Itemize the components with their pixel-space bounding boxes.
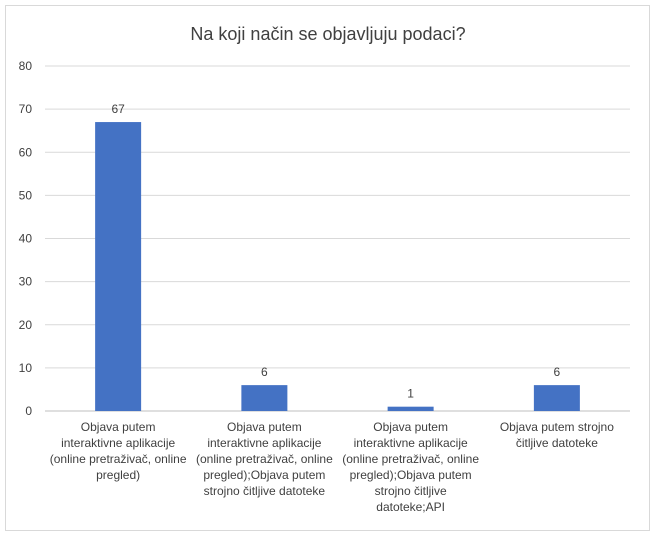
x-category-label: datoteke;API <box>376 500 445 514</box>
x-category-label: pregled);Objava putem <box>203 468 325 482</box>
x-category-label: pregled) <box>96 468 140 482</box>
bar <box>95 122 142 411</box>
x-category-label: (online pretraživač, online <box>196 452 333 466</box>
x-category-label: interaktivne aplikacije <box>61 436 175 450</box>
y-tick-label: 50 <box>19 188 33 202</box>
y-tick-label: 10 <box>19 361 33 375</box>
y-tick-label: 30 <box>19 275 33 289</box>
y-tick-label: 20 <box>19 318 33 332</box>
x-category-label: (online pretraživač, online <box>50 452 187 466</box>
data-label: 6 <box>261 365 268 379</box>
data-label: 67 <box>111 102 125 116</box>
x-category-label: strojno čitljive datoteke <box>204 484 326 498</box>
x-category-label: Objava putem <box>373 420 448 434</box>
y-tick-label: 70 <box>19 102 33 116</box>
data-label: 1 <box>407 387 414 401</box>
y-axis-ticks: 0 10 20 30 40 50 60 70 80 <box>19 59 33 418</box>
bars <box>95 122 580 411</box>
y-tick-label: 80 <box>19 59 33 73</box>
x-category-label: (online pretraživač, online <box>342 452 479 466</box>
x-category-label: Objava putem strojno <box>500 420 614 434</box>
bar <box>241 385 288 411</box>
x-category-label: interaktivne aplikacije <box>354 436 468 450</box>
data-label: 6 <box>554 365 561 379</box>
data-labels: 67 6 1 6 <box>111 102 560 401</box>
y-tick-label: 60 <box>19 145 33 159</box>
gridlines <box>45 65 630 412</box>
chart-title: Na koji način se objavljuju podaci? <box>190 24 465 44</box>
x-category-label: Objava putem <box>81 420 156 434</box>
x-category-label: interaktivne aplikacije <box>207 436 321 450</box>
y-tick-label: 0 <box>25 404 32 418</box>
x-category-label: pregled);Objava putem <box>350 468 472 482</box>
y-tick-label: 40 <box>19 232 33 246</box>
x-axis-categories: Objava putem interaktivne aplikacije (onli… <box>50 420 614 514</box>
x-category-label: strojno čitljive <box>375 484 447 498</box>
bar <box>387 406 434 411</box>
bar <box>533 385 580 411</box>
x-category-label: čitljive datoteke <box>516 436 598 450</box>
x-category-label: Objava putem <box>227 420 302 434</box>
